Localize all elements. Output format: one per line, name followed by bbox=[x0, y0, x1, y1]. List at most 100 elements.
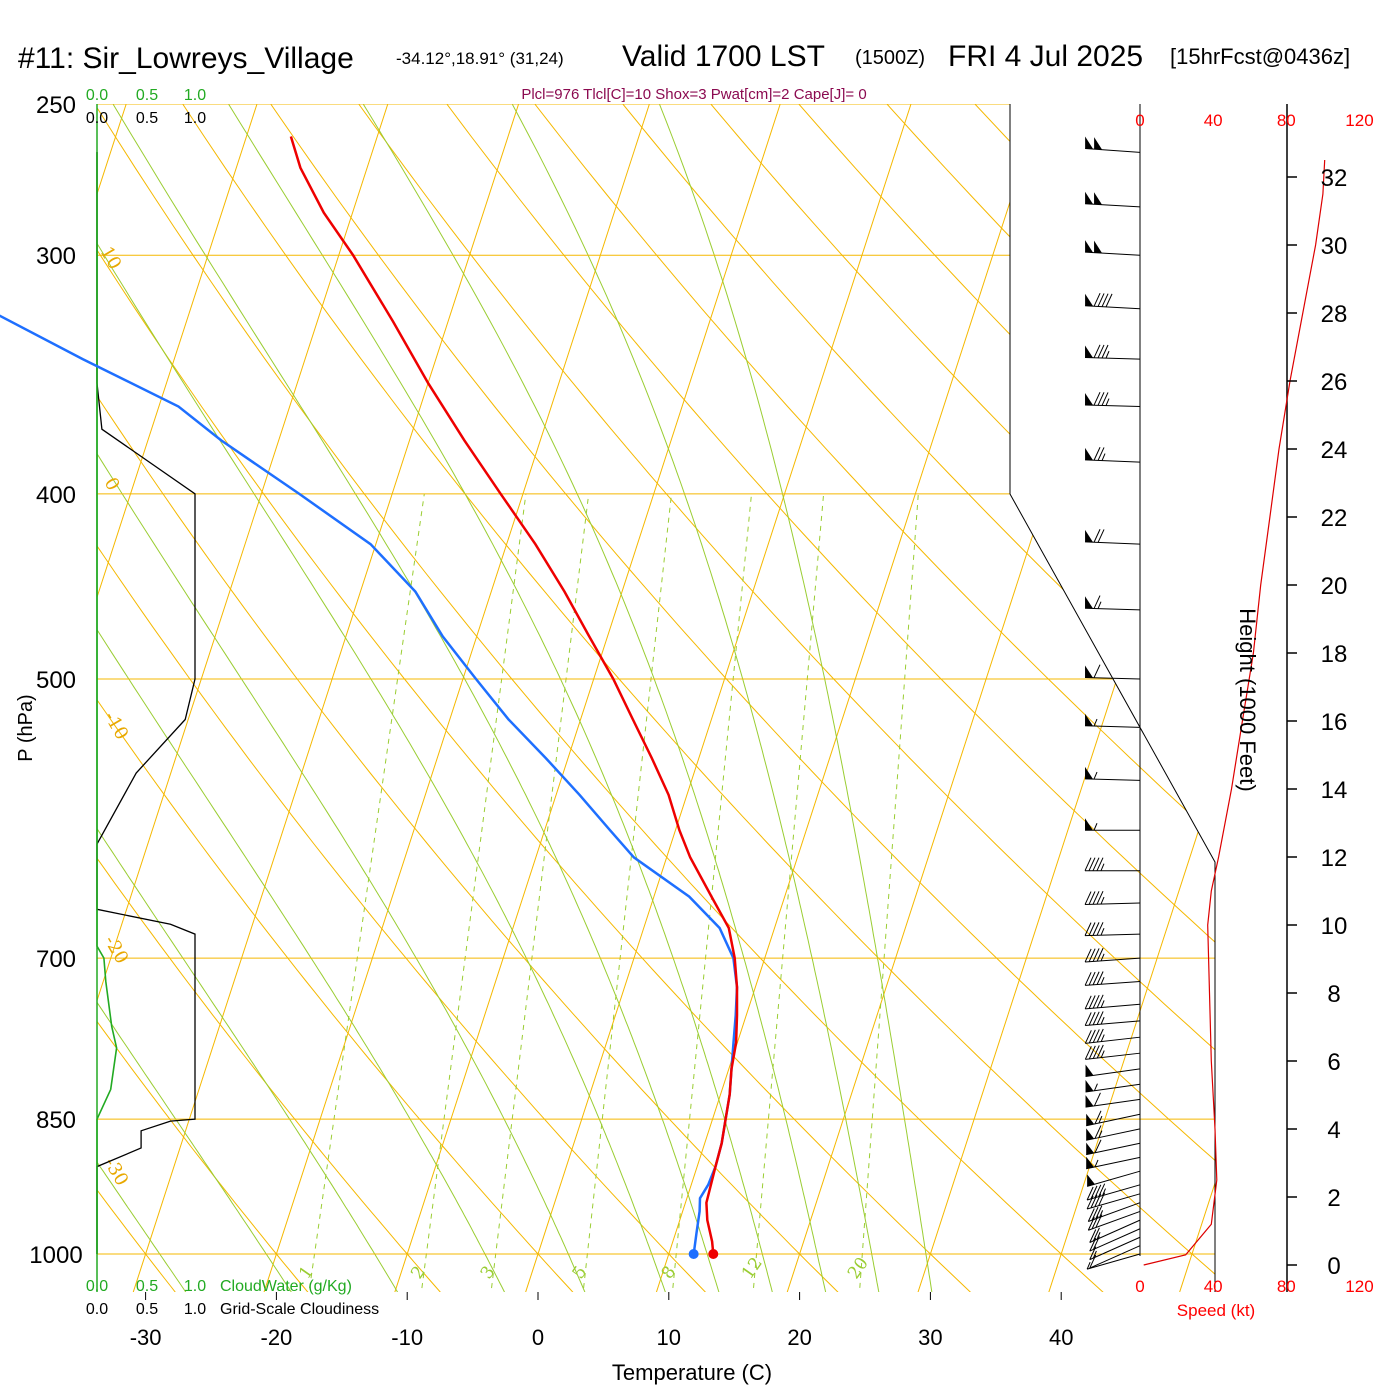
height-tick-label: 18 bbox=[1321, 641, 1348, 668]
barb-feather bbox=[1096, 890, 1104, 905]
wind-barb bbox=[1084, 971, 1141, 986]
wind-barb bbox=[1086, 1156, 1141, 1170]
barb-half-feather bbox=[1100, 1034, 1105, 1042]
pressure-tick-label: 300 bbox=[36, 243, 76, 270]
wind-barb bbox=[1086, 1170, 1141, 1187]
barb-staff bbox=[1086, 1170, 1141, 1187]
speed-tick-label-top: 40 bbox=[1204, 111, 1223, 130]
barb-feather bbox=[1092, 971, 1100, 985]
height-tick-label: 26 bbox=[1321, 369, 1348, 396]
mixing-ratio-line bbox=[304, 493, 425, 1292]
dry-adiabat bbox=[622, 104, 1215, 1292]
mixing-ratio-label: 5 bbox=[569, 1263, 592, 1283]
wind-barb bbox=[1085, 240, 1141, 256]
barb-staff bbox=[1085, 1052, 1141, 1060]
moist-adiabat bbox=[97, 104, 414, 1292]
mixing-ratio-line bbox=[750, 493, 825, 1292]
moist-adiabat bbox=[658, 104, 937, 1292]
height-tick-label: 20 bbox=[1321, 573, 1348, 600]
barb-flag bbox=[1085, 766, 1094, 780]
barb-flag bbox=[1085, 136, 1094, 150]
wind-barb bbox=[1085, 191, 1141, 208]
mixing-ratio-label: 2 bbox=[407, 1263, 430, 1283]
dry-adiabat bbox=[97, 104, 1132, 1292]
mixing-ratio-labels: 1 2 3 5 8 12 20 bbox=[295, 1254, 873, 1283]
sounding-profiles bbox=[0, 136, 739, 1259]
moist-adiabat bbox=[362, 104, 832, 1292]
barb-flag bbox=[1085, 1095, 1094, 1108]
barb-flag bbox=[1094, 192, 1103, 205]
speed-line bbox=[1143, 159, 1326, 1266]
isotherm-label: -10 bbox=[100, 708, 133, 744]
isotherm-label: 20 bbox=[1117, 626, 1154, 663]
height-tick-label: 10 bbox=[1321, 913, 1348, 940]
barb-feather bbox=[1084, 891, 1092, 905]
speed-tick-label-bottom: 120 bbox=[1345, 1277, 1373, 1296]
barb-feather bbox=[1097, 529, 1105, 543]
wind-barb bbox=[1085, 344, 1141, 360]
isotherm-line bbox=[97, 104, 263, 1292]
cloudiness-tick-top: 0.0 bbox=[86, 110, 108, 127]
barb-feather bbox=[1090, 1185, 1098, 1200]
cloudwater-tick-bottom: 0.5 bbox=[136, 1278, 158, 1295]
barb-half-feather bbox=[1105, 398, 1110, 406]
barb-staff bbox=[1085, 404, 1141, 407]
barb-feather bbox=[1091, 1206, 1099, 1221]
dry-adiabat bbox=[270, 104, 1215, 1292]
barb-feather bbox=[1084, 1012, 1092, 1026]
height-tick-label: 0 bbox=[1327, 1253, 1340, 1280]
dry-adiabat bbox=[710, 104, 1215, 1292]
wind-barb bbox=[1086, 1139, 1141, 1156]
barb-half-feather bbox=[1098, 1115, 1103, 1124]
cloudwater-tick-bottom: 0.0 bbox=[86, 1278, 108, 1295]
wind-barb bbox=[1084, 1028, 1141, 1044]
barb-feather bbox=[1092, 948, 1100, 962]
barb-feather bbox=[1094, 1125, 1102, 1139]
barb-feather bbox=[1095, 1205, 1103, 1219]
cloud-scale-ticks: 0.0 0.0 0.5 0.5 1.0 1.0 0.0 0.0 0.5 0.5 1.0 1.0 bbox=[86, 87, 206, 1318]
wind-barbs bbox=[1084, 136, 1141, 1270]
temperature-ticks: -30 -20 -10 0 10 20 30 40 bbox=[130, 1292, 1073, 1350]
temperature-tick-label: -30 bbox=[130, 1325, 162, 1350]
height-tick-label: 14 bbox=[1321, 777, 1348, 804]
temperature-line bbox=[289, 136, 739, 1255]
barb-half-feather bbox=[1098, 1130, 1103, 1138]
barb-flag bbox=[1085, 713, 1094, 727]
barb-feather bbox=[1084, 1030, 1092, 1044]
isotherm-label: 30 bbox=[1184, 748, 1221, 785]
wind-barb bbox=[1085, 1079, 1141, 1093]
isotherm-line bbox=[516, 104, 917, 1292]
speed-tick-label-bottom: 80 bbox=[1277, 1277, 1296, 1296]
barb-feather bbox=[1092, 1029, 1100, 1043]
barb-feather bbox=[1101, 293, 1109, 307]
height-tick-label: 6 bbox=[1327, 1049, 1340, 1076]
moist-adiabat bbox=[97, 104, 204, 1292]
y-axis-label: P (hPa) bbox=[15, 694, 37, 761]
dry-adiabat bbox=[97, 104, 464, 1292]
temperature-tick-label: 20 bbox=[787, 1325, 811, 1350]
barb-staff bbox=[1085, 305, 1141, 310]
dry-adiabat bbox=[1150, 104, 1215, 1292]
barb-staff bbox=[1085, 607, 1141, 611]
barb-feather bbox=[1092, 891, 1100, 905]
moist-adiabat bbox=[97, 104, 597, 1292]
speed-profile bbox=[1143, 159, 1326, 1266]
barb-feather bbox=[1089, 1229, 1097, 1243]
barb-feather bbox=[1084, 1046, 1092, 1060]
barb-feather bbox=[1092, 994, 1100, 1009]
station-title: #11: Sir_Lowreys_Village bbox=[18, 42, 354, 75]
isotherm-line bbox=[909, 104, 1215, 1292]
wind-barb bbox=[1085, 293, 1141, 310]
barb-flag bbox=[1086, 1142, 1095, 1155]
barb-feather bbox=[1096, 971, 1104, 985]
height-tick-label: 12 bbox=[1321, 845, 1348, 872]
cloudiness-tick-bottom: 0.5 bbox=[136, 1301, 158, 1318]
barb-half-feather bbox=[1101, 453, 1106, 461]
wind-barb bbox=[1085, 1092, 1141, 1108]
barb-half-feather bbox=[1100, 1050, 1105, 1058]
surface-dewpoint-marker bbox=[688, 1249, 699, 1259]
barb-half-feather bbox=[1100, 1000, 1105, 1008]
station-coords: -34.12°,18.91° (31,24) bbox=[396, 49, 564, 68]
barb-feather bbox=[1088, 922, 1096, 936]
